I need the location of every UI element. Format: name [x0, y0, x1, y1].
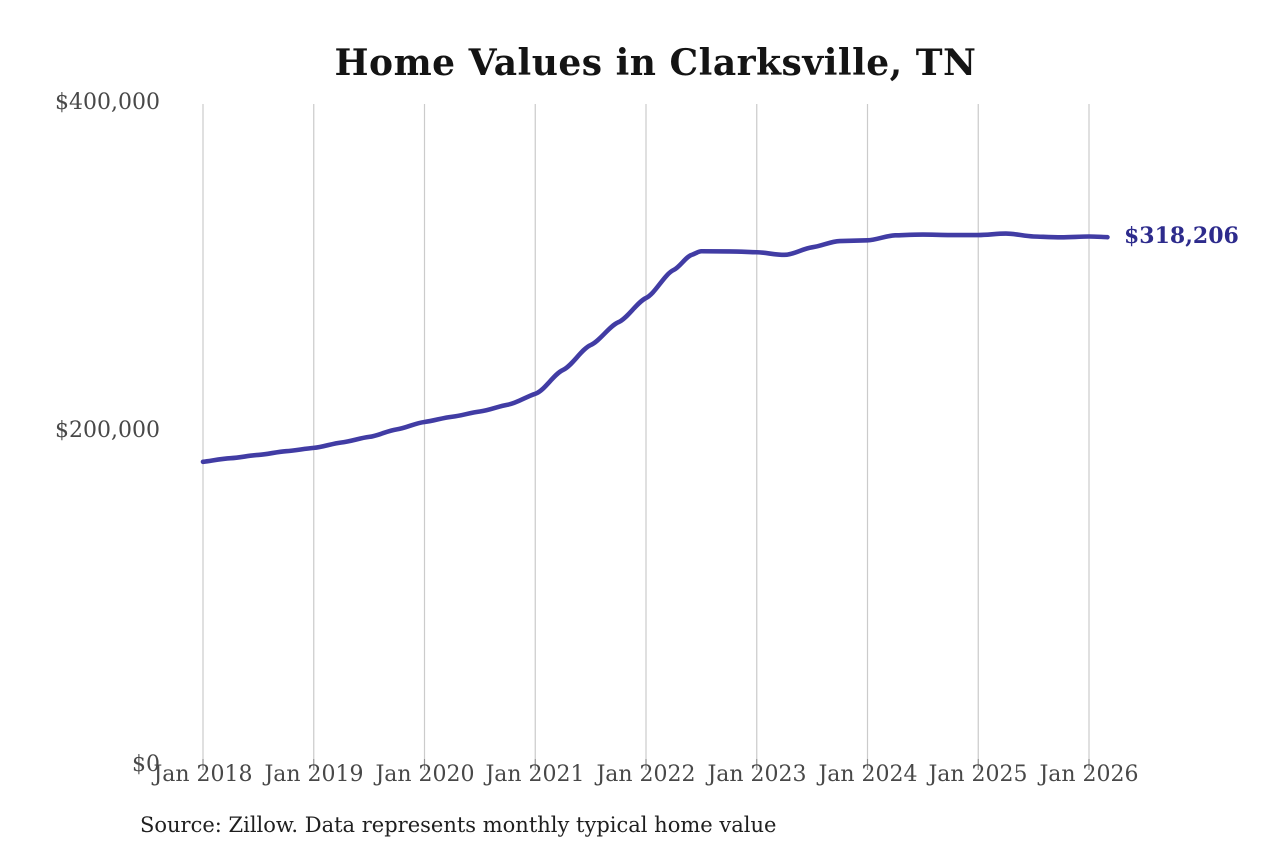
x-axis-label-2023: Jan 2023: [707, 762, 807, 787]
x-axis-label-2020: Jan 2020: [375, 762, 475, 787]
y-axis-label-400k: $400,000: [55, 90, 160, 115]
x-axis-label-2018: Jan 2018: [153, 762, 253, 787]
home-value-line: [200, 231, 1110, 465]
x-axis-label-2021: Jan 2021: [485, 762, 585, 787]
chart-title: Home Values in Clarksville, TN: [334, 42, 977, 84]
x-axis-label-2024: Jan 2024: [818, 762, 918, 787]
x-axis-label-2019: Jan 2019: [264, 762, 364, 787]
x-axis-label-2026: Jan 2026: [1039, 762, 1139, 787]
end-value-label: $318,206: [1124, 223, 1239, 250]
y-axis-label-0: $0: [132, 752, 160, 777]
y-axis-label-200k: $200,000: [55, 418, 160, 443]
x-axis-label-2025: Jan 2025: [928, 762, 1028, 787]
source-note: Source: Zillow. Data represents monthly …: [140, 813, 777, 837]
x-axis-label-2022: Jan 2022: [596, 762, 696, 787]
